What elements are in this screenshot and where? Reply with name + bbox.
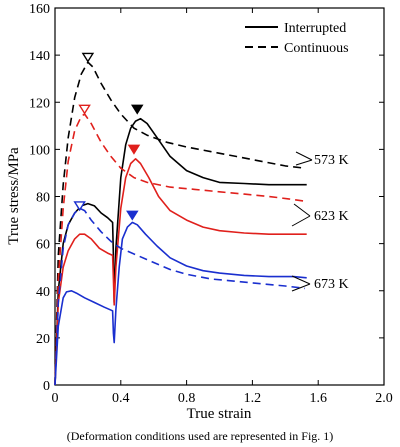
peak-marker — [81, 52, 95, 63]
y-tick-label: 40 — [36, 285, 50, 300]
y-tick-label: 120 — [29, 96, 50, 111]
legend-label-continuous: Continuous — [284, 41, 349, 56]
annotation-leader — [295, 151, 313, 161]
series-line-623k-interrupted — [54, 158, 307, 386]
plot-frame — [54, 7, 385, 386]
y-axis-title: True stress/MPa — [6, 147, 22, 245]
x-tick-label: 0.8 — [178, 391, 196, 406]
annotation-label: 573 K — [314, 153, 349, 168]
peak-marker — [73, 201, 86, 212]
y-tick-label: 0 — [43, 379, 50, 394]
series-line-573k-continuous — [54, 61, 306, 386]
series-line-673k-interrupted — [54, 221, 307, 386]
y-tick-label: 100 — [29, 143, 50, 158]
temperature-annotations: 573 K 623 K 673 K — [291, 151, 349, 292]
y-tick-label: 160 — [29, 2, 50, 17]
peak-marker — [130, 104, 144, 115]
annotation-leader — [291, 215, 311, 227]
peak-marker — [127, 144, 141, 155]
x-tick-label: 1.6 — [309, 391, 327, 406]
x-tick-label: 0 — [52, 391, 59, 406]
x-tick-label: 2.0 — [375, 391, 393, 406]
legend-label-interrupted: Interrupted — [284, 21, 346, 36]
series-line-573k-interrupted — [54, 117, 307, 386]
legend: Interrupted Continuous — [245, 21, 349, 56]
series-line-673k-continuous — [54, 207, 306, 386]
y-tick-label: 80 — [36, 191, 50, 206]
y-tick-label: 20 — [36, 332, 50, 347]
annotation-leader — [295, 159, 313, 166]
annotation-leader — [293, 203, 311, 217]
peak-marker — [126, 210, 139, 221]
y-tick-label: 140 — [29, 49, 50, 64]
y-tick-label: 60 — [36, 238, 50, 253]
series-layer — [54, 61, 307, 386]
annotation-leader — [291, 283, 311, 292]
annotation-label: 623 K — [314, 209, 349, 224]
axis-ticks: 0 0.4 0.8 1.2 1.6 2.0 0 20 40 60 80 100 120 140 160 — [29, 2, 393, 406]
annotation-label: 673 K — [314, 277, 349, 292]
peak-markers — [73, 52, 144, 221]
peak-marker — [78, 104, 91, 115]
figure-caption: (Deformation conditions used are represe… — [67, 429, 334, 443]
x-axis-title: True strain — [187, 406, 252, 422]
x-tick-label: 1.2 — [244, 391, 262, 406]
series-line-623k-continuous — [54, 113, 306, 386]
annotation-leader — [291, 275, 311, 285]
x-tick-label: 0.4 — [112, 391, 130, 406]
